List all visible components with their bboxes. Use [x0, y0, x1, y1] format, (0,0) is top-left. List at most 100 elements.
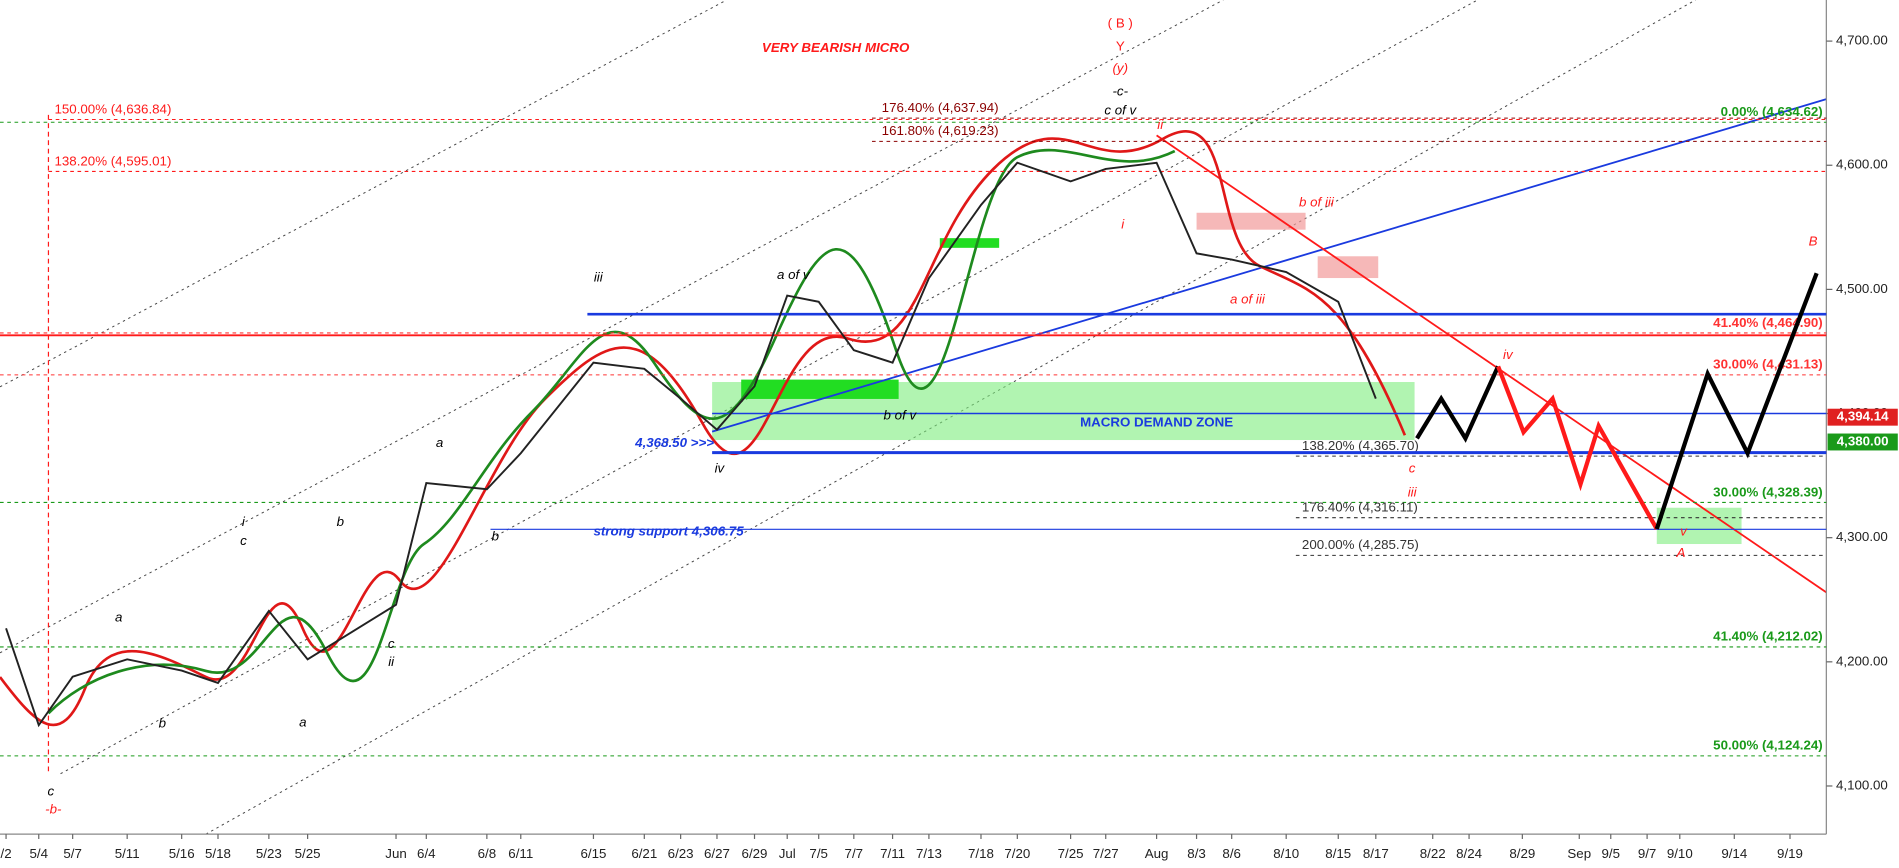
fib-label: 150.00% (4,636.84) [54, 101, 171, 116]
annotation: c [48, 783, 55, 798]
x-tick-label: 5/11 [115, 846, 140, 861]
annotation: a [436, 435, 443, 450]
x-tick-label: 9/7 [1638, 846, 1657, 861]
x-tick-label: 8/3 [1187, 846, 1206, 861]
annotation: strong support 4,306.75 [593, 523, 744, 538]
fib-label: 176.40% (4,316.11) [1302, 500, 1418, 515]
x-tick-label: 5/25 [295, 846, 321, 861]
x-tick-label: 8/15 [1325, 846, 1351, 861]
annotation: (y) [1113, 60, 1129, 75]
annotation: iii [1408, 485, 1418, 500]
x-tick-label: 6/29 [742, 846, 768, 861]
green-box [939, 238, 1000, 248]
price-line [5, 161, 1377, 728]
annotation: B [1809, 233, 1818, 248]
x-tick-label: 9/10 [1667, 846, 1693, 861]
x-tick-label: Sep [1567, 846, 1591, 861]
price-tag-label: 4,394.14 [1837, 409, 1889, 424]
annotation: b [337, 514, 344, 529]
y-tick-label: 4,600.00 [1836, 157, 1888, 172]
x-tick-label: 5/18 [205, 846, 231, 861]
y-tick-label: 4,200.00 [1836, 653, 1888, 668]
annotation: b of v [884, 407, 918, 422]
x-tick-label: 9/14 [1721, 846, 1747, 861]
x-tick-label: 5/7 [63, 846, 82, 861]
annotation: a [115, 609, 122, 624]
fib-label: 0.00% (4,634.62) [1721, 104, 1823, 119]
trendline [1156, 134, 1827, 594]
x-tick-label: 5/23 [256, 846, 282, 861]
annotation: i [1121, 216, 1125, 231]
x-tick-label: Aug [1145, 846, 1169, 861]
projection-path [1415, 365, 1501, 443]
projection-path [1496, 365, 1659, 531]
annotation: Y [1116, 39, 1125, 54]
x-tick-label: /2 [1, 846, 12, 861]
x-tick-label: 8/17 [1363, 846, 1389, 861]
moving-average [0, 130, 1407, 727]
fib-label: 41.40% (4,464.90) [1713, 315, 1823, 330]
annotation: b [159, 716, 166, 731]
annotation: iv [715, 461, 726, 476]
annotation: -b- [45, 801, 62, 816]
fib-label: 30.00% (4,328.39) [1713, 484, 1823, 499]
annotation: a of v [777, 267, 811, 282]
red-box [1196, 212, 1306, 230]
x-tick-label: 5/16 [169, 846, 195, 861]
x-tick-label: 8/24 [1456, 846, 1482, 861]
x-tick-label: 7/11 [880, 846, 905, 861]
annotation: b of iii [1299, 195, 1335, 210]
x-tick-label: 9/19 [1777, 846, 1803, 861]
x-tick-label: 9/5 [1602, 846, 1621, 861]
fib-label: 30.00% (4,431.13) [1713, 357, 1823, 372]
fib-label: 161.80% (4,619.23) [882, 123, 999, 138]
x-tick-label: 7/13 [916, 846, 942, 861]
x-tick-label: 6/8 [478, 846, 497, 861]
x-tick-label: 6/11 [508, 846, 533, 861]
y-tick-label: 4,100.00 [1836, 778, 1888, 793]
annotation: c [388, 636, 395, 651]
price-tag [1827, 408, 1898, 426]
annotation: a of iii [1230, 291, 1266, 306]
annotation: c [1409, 461, 1416, 476]
annotation: 4,368.50 >>> [634, 435, 714, 450]
x-tick-label: 7/25 [1058, 846, 1084, 861]
x-tick-label: 8/22 [1420, 846, 1446, 861]
x-tick-label: 8/6 [1222, 846, 1241, 861]
red-box [1317, 256, 1379, 279]
y-tick-label: 4,500.00 [1836, 281, 1888, 296]
annotation: ii [388, 654, 395, 669]
x-tick-label: 5/4 [29, 846, 48, 861]
fib-label: 138.20% (4,365.70) [1302, 438, 1419, 453]
fib-label: 176.40% (4,637.94) [882, 100, 999, 115]
annotation: a [299, 714, 306, 729]
price-tag-label: 4,380.00 [1837, 434, 1889, 449]
fib-label: 200.00% (4,285.75) [1302, 537, 1419, 552]
price-tag [1827, 433, 1898, 451]
y-tick-label: 4,700.00 [1836, 33, 1888, 48]
x-tick-label: 6/21 [631, 846, 657, 861]
x-tick-label: 7/5 [809, 846, 828, 861]
y-tick-label: 4,300.00 [1836, 529, 1888, 544]
annotation: -c- [1113, 83, 1129, 98]
x-tick-label: 7/18 [968, 846, 994, 861]
x-tick-label: Jul [779, 846, 796, 861]
x-tick-label: Jun [385, 846, 406, 861]
annotation: v [1680, 523, 1688, 538]
x-tick-label: 7/7 [845, 846, 864, 861]
x-tick-label: 8/29 [1509, 846, 1535, 861]
annotation: ( B ) [1108, 16, 1133, 31]
x-tick-label: 8/10 [1273, 846, 1299, 861]
fib-label: 41.40% (4,212.02) [1713, 629, 1823, 644]
annotation: iv [1503, 347, 1514, 362]
annotation: b [492, 528, 499, 543]
annotation: MACRO DEMAND ZONE [1080, 415, 1233, 430]
x-tick-label: 7/27 [1093, 846, 1119, 861]
projection-path [1654, 272, 1819, 530]
fib-label: 50.00% (4,124.24) [1713, 738, 1823, 753]
x-tick-label: 6/23 [668, 846, 694, 861]
annotation: ii [1157, 117, 1164, 132]
x-tick-label: 6/15 [580, 846, 606, 861]
fib-label: 138.20% (4,595.01) [54, 153, 171, 168]
